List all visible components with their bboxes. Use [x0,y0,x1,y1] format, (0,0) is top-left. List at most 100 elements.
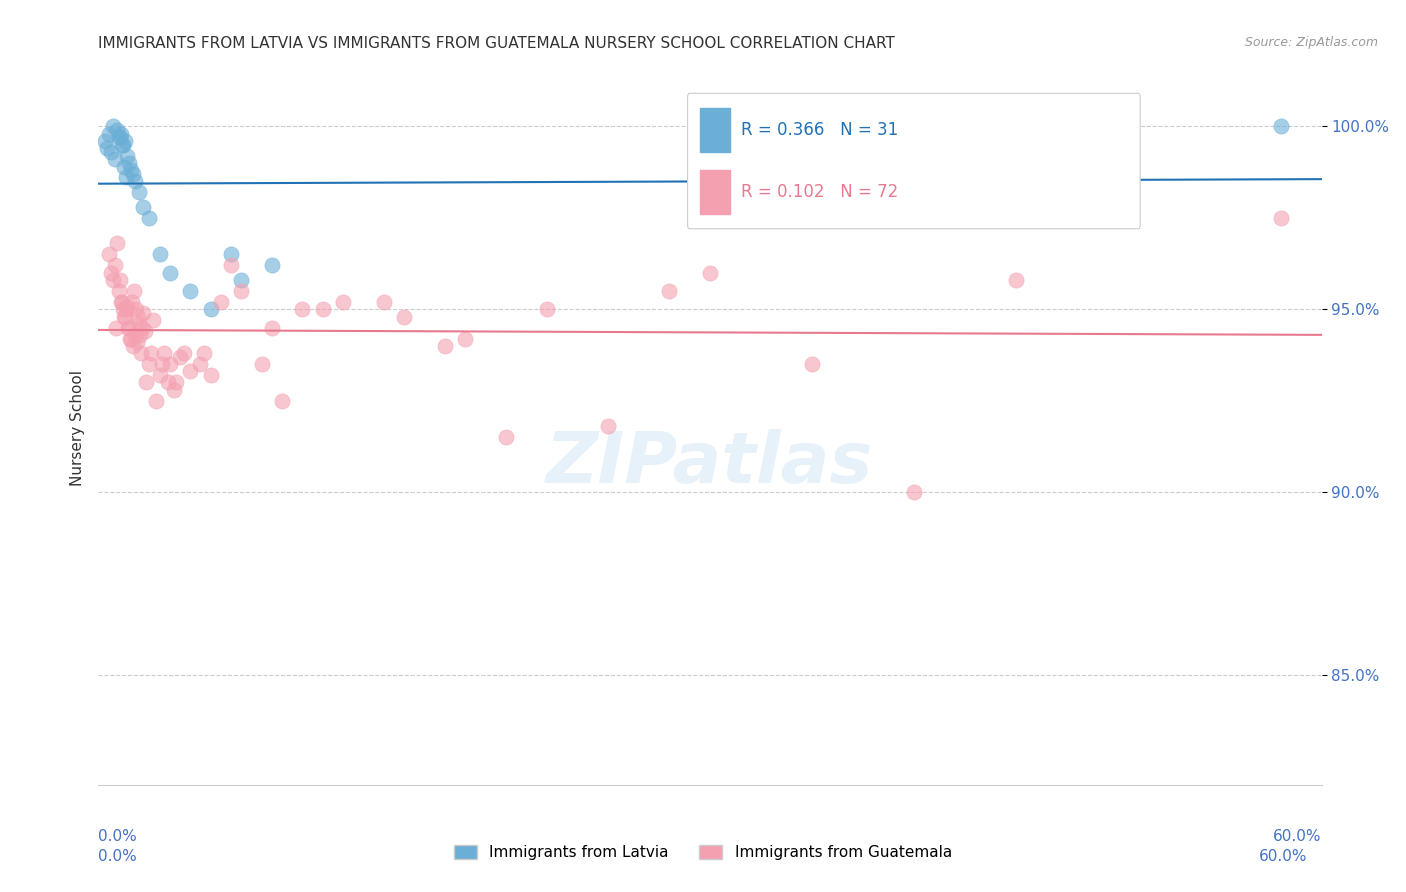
Point [188,357,212,371]
Point [152,346,174,360]
Point [122,339,145,353]
Point [801,357,824,371]
Y-axis label: Nursery School: Nursery School [69,370,84,486]
Point [163,383,186,397]
Point [122,167,145,181]
Point [219,258,242,272]
Point [1004,273,1026,287]
Point [250,357,273,371]
Point [111,137,134,152]
Point [138,357,160,371]
Point [134,324,156,338]
Point [433,339,456,353]
Point [131,320,153,334]
Point [104,152,127,166]
Point [128,317,150,331]
Point [392,310,416,324]
Text: ZIPatlas: ZIPatlas [547,429,873,499]
Point [231,273,253,287]
Point [117,320,139,334]
Point [1270,120,1292,134]
Point [495,430,517,444]
Point [121,294,143,309]
Point [658,284,681,298]
Point [132,200,155,214]
Point [200,368,222,383]
Point [128,185,150,199]
Point [115,302,138,317]
Point [173,346,195,360]
Point [145,393,167,408]
Point [110,127,132,141]
Point [149,368,172,383]
Bar [700,108,731,152]
Text: IMMIGRANTS FROM LATVIA VS IMMIGRANTS FROM GUATEMALA NURSERY SCHOOL CORRELATION C: IMMIGRANTS FROM LATVIA VS IMMIGRANTS FRO… [98,36,896,51]
Point [118,320,141,334]
Point [129,327,152,342]
Point [149,247,172,261]
Point [111,302,134,317]
Point [159,266,181,280]
Point [219,247,242,261]
Point [129,346,152,360]
Point [903,485,925,500]
Point [291,302,314,317]
Point [101,273,124,287]
Point [165,376,187,390]
Text: 60.0%: 60.0% [1274,829,1322,844]
Point [179,364,201,378]
Point [122,284,145,298]
Point [112,310,135,324]
Point [200,302,222,317]
Point [169,350,191,364]
Point [114,310,136,324]
Point [105,123,128,137]
Point [96,141,118,155]
Text: 0.0%: 0.0% [98,829,138,844]
Point [108,284,131,298]
Point [108,130,131,145]
Point [260,258,283,272]
Point [110,294,132,309]
Point [231,284,253,298]
Point [108,273,131,287]
Point [127,310,149,324]
Point [115,148,138,162]
Point [536,302,558,317]
Point [142,313,165,327]
Point [112,160,135,174]
Point [97,247,120,261]
Point [260,320,283,334]
Point [127,335,149,350]
Point [104,258,127,272]
FancyBboxPatch shape [688,94,1140,228]
Text: 60.0%: 60.0% [1260,849,1308,863]
Text: R = 0.366   N = 31: R = 0.366 N = 31 [741,121,898,139]
Point [135,376,157,390]
Point [1270,211,1292,225]
Bar [700,170,731,214]
Point [114,134,136,148]
Point [270,393,294,408]
Point [332,294,354,309]
Text: R = 0.102   N = 72: R = 0.102 N = 72 [741,183,898,201]
Text: 0.0%: 0.0% [98,849,138,863]
Point [596,419,619,434]
Point [120,163,142,178]
Point [97,127,120,141]
Point [124,174,146,188]
Point [209,294,232,309]
Point [125,302,148,317]
Point [179,284,201,298]
Point [150,357,173,371]
Point [699,266,721,280]
Point [124,327,146,342]
Point [105,236,128,251]
Point [118,156,141,170]
Point [159,357,181,371]
Point [101,120,124,134]
Point [132,306,155,320]
Point [111,294,134,309]
Point [373,294,395,309]
Point [312,302,335,317]
